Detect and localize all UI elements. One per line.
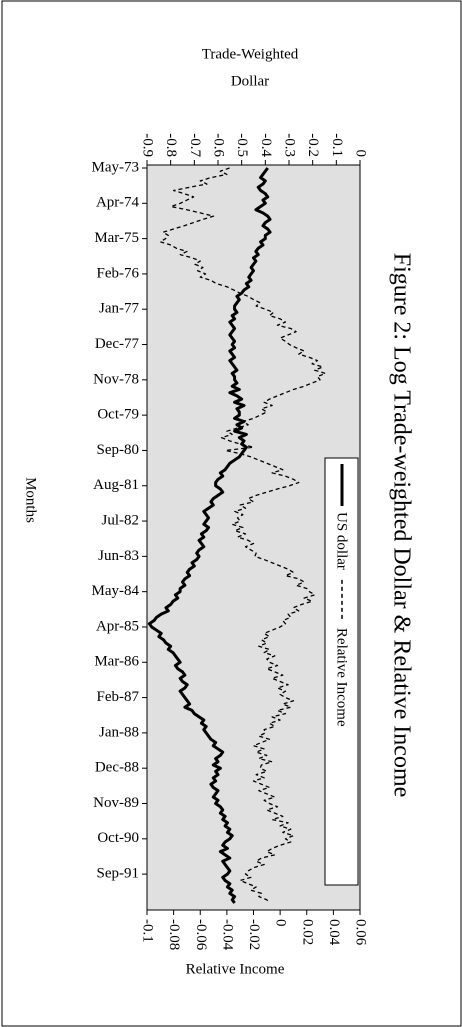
x-tick-label: Jul-82 — [102, 512, 140, 528]
series-line — [147, 167, 272, 904]
x-tick-label: Dec-88 — [95, 760, 139, 776]
y-tick-label: 0 — [353, 150, 369, 158]
y-axis-label: Trade-Weighted — [202, 46, 299, 62]
y2-tick-label: -0.04 — [219, 919, 235, 951]
x-tick-label: May-73 — [92, 159, 140, 175]
y2-tick-label: -0.02 — [246, 919, 262, 950]
x-tick-label: Sep-80 — [97, 442, 140, 458]
y-tick-label: -0.4 — [258, 133, 274, 157]
y2-tick-label: -0.08 — [166, 919, 182, 950]
y2-tick-label: 0.04 — [326, 919, 342, 946]
y-tick-label: -0.2 — [305, 133, 321, 157]
x-tick-label: Apr-74 — [96, 195, 140, 211]
y-axis-label: Dollar — [231, 73, 269, 89]
y-tick-label: -0.9 — [140, 133, 156, 157]
y-tick-label: -0.3 — [282, 133, 298, 157]
x-tick-label: Jun-83 — [98, 548, 139, 564]
x-tick-label: Dec-77 — [95, 336, 140, 352]
y-tick-label: -0.6 — [211, 133, 227, 157]
chart-title: Figure 2: Log Trade-weighted Dollar & Re… — [388, 253, 414, 798]
x-tick-label: Mar-86 — [94, 654, 139, 670]
y-tick-label: -0.1 — [329, 133, 345, 157]
legend-box — [324, 457, 359, 886]
series-line — [159, 167, 327, 904]
y-tick-label: -0.8 — [163, 133, 179, 157]
x-tick-label: Oct-79 — [97, 407, 139, 423]
x-tick-label: Apr-85 — [96, 618, 139, 634]
y2-tick-label: -0.1 — [140, 919, 156, 943]
x-axis-label: Months — [23, 477, 39, 523]
x-tick-label: Sep-91 — [97, 866, 140, 882]
y2-tick-label: 0.06 — [353, 919, 369, 946]
x-tick-label: May-84 — [92, 583, 140, 599]
legend-label: Relative Income — [334, 628, 350, 727]
y2-tick-label: 0 — [273, 919, 289, 927]
legend-label: US dollar — [334, 512, 350, 570]
x-tick-label: Feb-76 — [97, 265, 140, 281]
x-tick-label: Nov-78 — [93, 371, 139, 387]
y-tick-label: -0.7 — [187, 133, 203, 157]
x-tick-label: Aug-81 — [93, 477, 139, 493]
x-tick-label: Oct-90 — [97, 830, 139, 846]
y2-tick-label: -0.06 — [193, 919, 209, 951]
legend: US dollar Relative Income — [324, 457, 359, 886]
y2-tick-label: 0.02 — [299, 919, 315, 945]
x-tick-label: Feb-87 — [97, 689, 140, 705]
x-tick-label: Nov-89 — [93, 795, 139, 811]
y-tick-label: -0.5 — [234, 133, 250, 157]
x-tick-label: Jan-88 — [99, 724, 139, 740]
x-tick-label: Jan-77 — [99, 301, 139, 317]
x-tick-label: Mar-75 — [94, 230, 139, 246]
y2-axis-label: Relative Income — [186, 961, 285, 977]
